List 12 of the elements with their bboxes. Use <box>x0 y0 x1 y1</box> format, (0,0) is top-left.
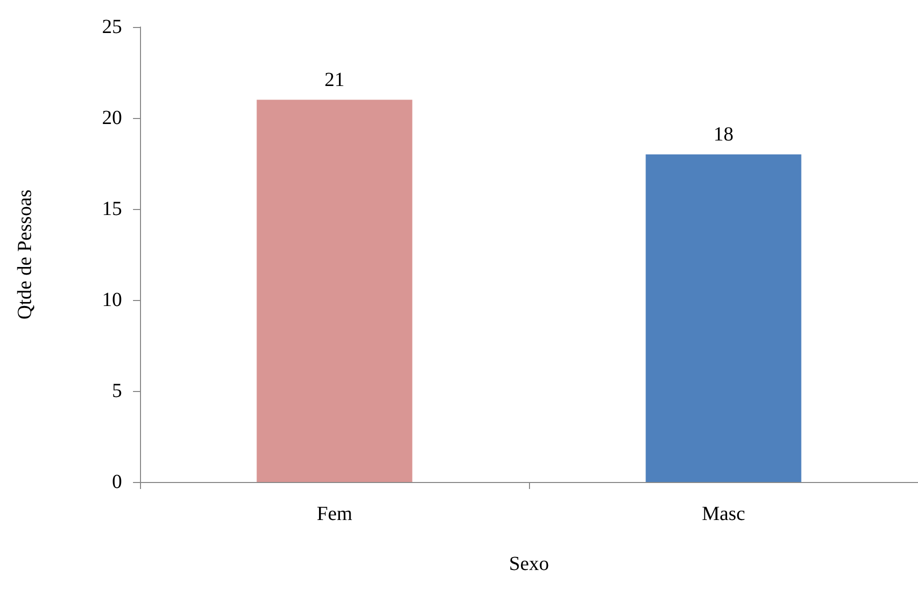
y-tick-label: 15 <box>102 198 122 220</box>
y-tick-label: 10 <box>102 289 122 311</box>
y-axis-title: Qtde de Pessoas <box>14 189 36 320</box>
y-tick-label: 0 <box>112 471 122 493</box>
data-label: 21 <box>324 68 344 91</box>
y-tick-label: 20 <box>102 107 122 129</box>
y-tick-label: 5 <box>112 380 122 402</box>
x-axis-title: Sexo <box>509 553 549 575</box>
x-tick-label: Fem <box>316 503 353 525</box>
x-tick-label: Masc <box>702 503 746 525</box>
y-tick-label: 25 <box>102 16 122 38</box>
data-label: 18 <box>714 123 734 146</box>
